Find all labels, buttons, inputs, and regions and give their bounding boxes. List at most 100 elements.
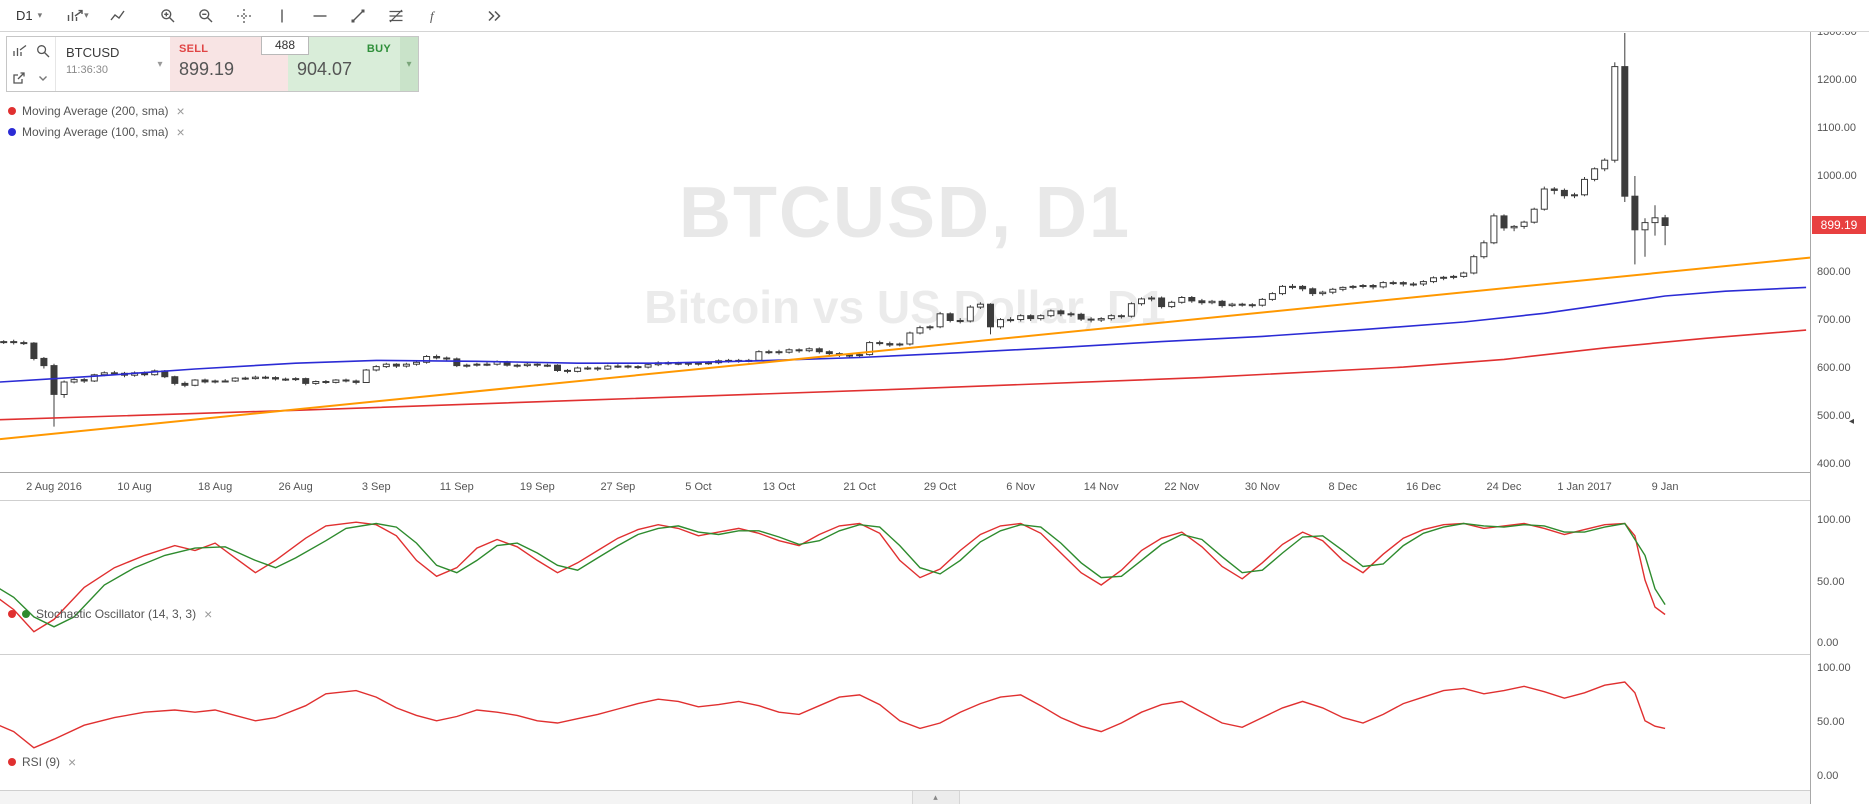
indicator-label-ma100: Moving Average (100, sma) × [8,125,187,139]
indicator-name: Moving Average (200, sma) [22,104,169,118]
chart-toolbar: D1 ▾ ▾ f [0,0,1869,32]
remove-indicator-icon[interactable]: × [176,124,185,140]
spread-value: 488 [261,36,309,55]
ma100-dot-icon [8,128,16,136]
watermark-description: Bitcoin vs US Dollar, D1 [644,281,1166,333]
time-axis-label: 8 Dec [1328,481,1358,493]
price-axis[interactable]: 899.19 ◂ 1300.00 1200.00 1100.00 1000.00 800… [1810,26,1869,804]
time-axis-label: 18 Aug [197,481,233,493]
symbol-expand-chevron[interactable]: ▾ [150,37,170,91]
indicator-name: RSI (9) [22,755,61,769]
instrument-chart-icon[interactable] [7,37,31,64]
rsi-panel[interactable]: RSI (9) × [0,654,1869,790]
time-axis-label: 16 Dec [1406,481,1441,493]
time-axis-label: 6 Nov [1006,481,1036,493]
panel-axis-label: 100.00 [1817,662,1851,674]
time-axis[interactable]: 2 Aug 2016 10 Aug 18 Aug 26 Aug 3 Sep 11 Sep 1… [0,472,1869,500]
price-axis-label: 500.00 [1817,410,1851,422]
price-axis-label: 1100.00 [1817,122,1856,134]
time-axis-label: 21 Oct [843,481,876,493]
panel-axis-label: 0.00 [1817,637,1839,649]
trade-widget: BTCUSD 11:36:30 ▾ SELL 899.19 488 BUY 90… [6,36,419,92]
zoom-in-icon[interactable] [153,2,183,30]
scroll-to-end-marker[interactable]: ◂ [1849,416,1855,427]
indicator-name: Stochastic Oscillator (14, 3, 3) [36,607,197,621]
indicator-name: Moving Average (100, sma) [22,125,169,139]
chevron-down-icon: ▾ [37,10,43,20]
price-axis-label: 400.00 [1817,458,1851,470]
rsi-dot-icon [8,758,16,766]
sell-label: SELL [179,43,209,55]
remove-indicator-icon[interactable]: × [204,606,213,622]
time-axis-label: 3 Sep [361,481,391,493]
time-axis-label: 11 Sep [439,481,474,493]
time-axis-label: 1 Jan 2017 [1557,481,1612,493]
order-options-chevron[interactable]: ▾ [400,37,418,91]
widget-icon-grid [7,37,56,91]
panel-axis-label: 0.00 [1817,770,1839,782]
zoom-out-icon[interactable] [191,2,221,30]
time-axis-label: 10 Aug [117,481,152,493]
stochastic-plot[interactable] [0,501,1810,655]
timeframe-dropdown[interactable]: D1 ▾ [10,2,48,30]
time-axis-label: 14 Nov [1083,481,1119,493]
price-axis-label: 1200.00 [1817,74,1857,86]
popout-icon[interactable] [7,64,31,91]
trend-line-icon[interactable] [343,2,373,30]
crosshair-icon[interactable] [229,2,259,30]
ma200-dot-icon [8,107,16,115]
stoch-d-dot-icon [22,610,30,618]
time-axis-label: 26 Aug [278,481,313,493]
svg-text:f: f [430,8,436,23]
time-axis-label: 24 Dec [1486,481,1522,493]
indicator-label-stochastic: Stochastic Oscillator (14, 3, 3) × [8,607,214,621]
sell-price: 899.19 [179,59,235,79]
server-time: 11:36:30 [66,64,109,76]
price-axis-label: 600.00 [1817,362,1851,374]
stochastic-panel[interactable]: Stochastic Oscillator (14, 3, 3) × [0,500,1869,654]
chevron-down-icon: ▾ [84,10,89,20]
timeline-scrollbar[interactable]: ▴ [0,790,1869,804]
time-axis-label: 30 Nov [1244,481,1280,493]
watermark-symbol: BTCUSD, D1 [678,173,1132,253]
chevron-down-icon[interactable] [31,64,55,91]
time-axis-label: 9 Jan [1651,481,1679,493]
price-axis-label: 1000.00 [1817,170,1857,182]
time-axis-label: 27 Sep [600,481,636,493]
line-chart-icon[interactable] [103,2,133,30]
rsi-plot[interactable] [0,655,1810,791]
time-axis-label: 13 Oct [762,481,796,493]
chart-watermark: BTCUSD, D1 Bitcoin vs US Dollar, D1 [0,172,1810,334]
candlestick-plot[interactable] [0,32,1810,472]
main-chart[interactable]: BTCUSD, D1 Bitcoin vs US Dollar, D1 [0,32,1810,472]
vertical-line-icon[interactable] [267,2,297,30]
function-icon[interactable]: f [419,2,449,30]
horizontal-line-icon[interactable] [305,2,335,30]
time-axis-label: 22 Nov [1164,481,1200,493]
time-axis-label: 5 Oct [685,481,712,493]
time-axis-label: 29 Oct [923,481,957,493]
panel-axis-label: 50.00 [1817,716,1845,728]
symbol-label: BTCUSD [66,45,120,60]
time-axis-label: 2 Aug 2016 [26,481,82,493]
symbol-info[interactable]: BTCUSD 11:36:30 [56,37,150,91]
indicator-label-rsi: RSI (9) × [8,755,78,769]
buy-price: 904.07 [297,59,353,79]
current-price-badge: 899.19 [1812,216,1866,235]
fast-forward-icon[interactable] [479,2,509,30]
buy-label: BUY [366,43,391,55]
time-axis-label: 19 Sep [519,481,555,493]
price-axis-label: 700.00 [1817,314,1851,326]
panel-collapse-handle[interactable]: ▴ [911,791,960,804]
panel-axis-label: 50.00 [1817,575,1845,588]
stoch-k-dot-icon [8,610,16,618]
remove-indicator-icon[interactable]: × [68,754,77,770]
fibonacci-icon[interactable] [381,2,411,30]
search-icon[interactable] [31,37,55,64]
remove-indicator-icon[interactable]: × [176,103,185,119]
timeframe-label: D1 [16,8,33,23]
panel-axis-label: 100.00 [1817,514,1851,526]
price-axis-label: 800.00 [1817,266,1851,278]
add-indicator-icon[interactable]: ▾ [60,2,95,30]
